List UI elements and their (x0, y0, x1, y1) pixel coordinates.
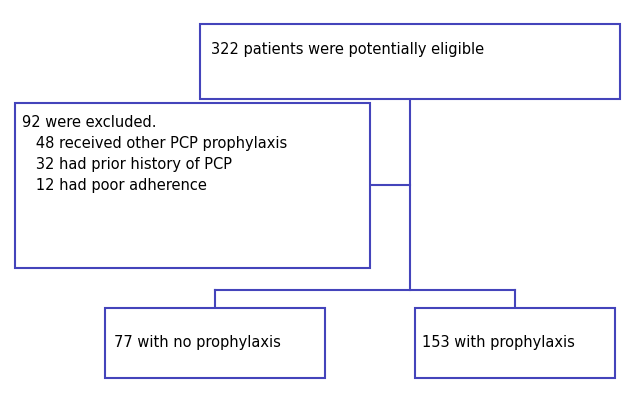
FancyBboxPatch shape (15, 103, 370, 268)
FancyBboxPatch shape (200, 24, 620, 99)
FancyBboxPatch shape (105, 308, 325, 378)
Text: 322 patients were potentially eligible: 322 patients were potentially eligible (211, 42, 484, 57)
FancyBboxPatch shape (415, 308, 615, 378)
Text: 77 with no prophylaxis: 77 with no prophylaxis (114, 335, 281, 351)
Text: 92 were excluded.
   48 received other PCP prophylaxis
   32 had prior history o: 92 were excluded. 48 received other PCP … (22, 115, 287, 193)
Text: 153 with prophylaxis: 153 with prophylaxis (422, 335, 575, 351)
